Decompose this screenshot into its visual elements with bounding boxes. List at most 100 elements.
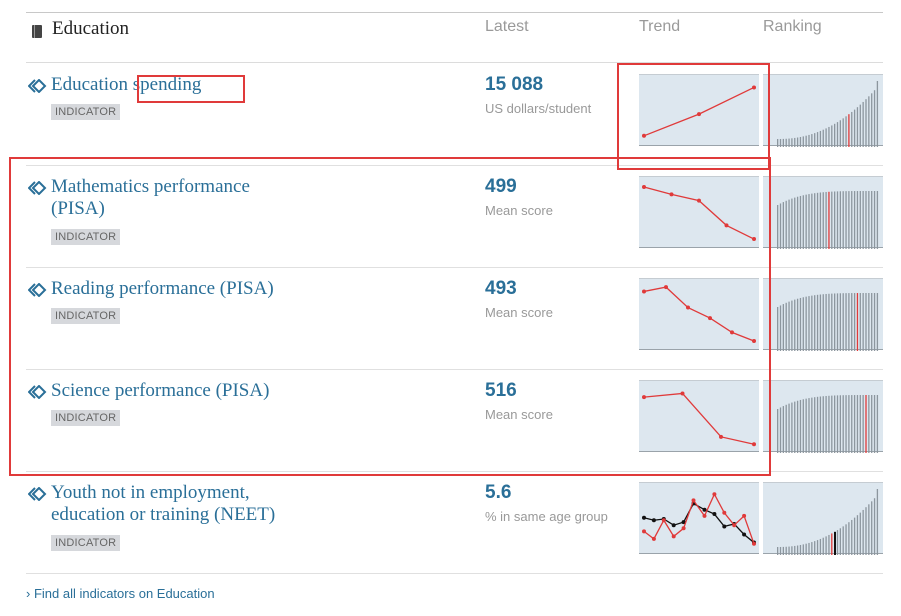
ranking-bar <box>836 191 839 249</box>
indicator-title-line: Reading performance (PISA) <box>51 278 274 299</box>
ranking-bar <box>851 519 853 555</box>
ranking-bar <box>814 133 816 147</box>
ranking-bar <box>848 522 850 555</box>
indicator-title-link[interactable]: Reading performance (PISA) <box>51 278 311 300</box>
trend-chart[interactable] <box>639 278 759 350</box>
ranking-bar <box>805 398 807 453</box>
ranking-bar <box>845 293 847 351</box>
trend-point <box>752 85 756 90</box>
ranking-bar <box>811 134 813 147</box>
ranking-bar <box>845 395 847 453</box>
ranking-bar <box>799 544 802 555</box>
trend-point <box>664 285 668 290</box>
ranking-bar <box>853 395 856 453</box>
trend-chart[interactable] <box>639 176 759 248</box>
latest-unit: Mean score <box>485 305 553 320</box>
latest-value: 5.6 <box>485 482 512 503</box>
ranking-bar <box>805 543 807 555</box>
ranking-bar <box>779 203 782 249</box>
ranking-bar <box>848 395 850 453</box>
column-latest: Latest <box>485 18 529 35</box>
ranking-chart[interactable] <box>763 74 883 147</box>
ranking-bar <box>876 395 879 453</box>
ranking-bar <box>796 137 799 147</box>
ranking-chart[interactable] <box>763 380 883 453</box>
ranking-chart[interactable] <box>763 176 883 249</box>
ranking-svg <box>777 293 879 351</box>
ranking-bar <box>853 293 856 351</box>
ranking-bar <box>794 197 796 249</box>
indicator-row: Science performance (PISA) INDICATOR 516 Me… <box>26 369 883 471</box>
ranking-bar <box>791 546 793 555</box>
trend-point <box>697 112 701 117</box>
ranking-bar <box>825 128 827 147</box>
ranking-bar <box>796 298 799 351</box>
ranking-bar <box>828 534 830 555</box>
ranking-bar <box>845 191 847 249</box>
ranking-bar <box>779 305 782 351</box>
trend-point <box>702 513 707 518</box>
ranking-bar <box>802 136 804 147</box>
find-all-indicators-link[interactable]: › Find all indicators on Education <box>26 586 215 601</box>
indicator-row: Reading performance (PISA) INDICATOR 493 Me… <box>26 267 883 369</box>
ranking-bar <box>873 498 876 555</box>
ranking-bar <box>814 193 816 249</box>
trend-secondary-point <box>642 515 646 520</box>
ranking-bar <box>836 122 839 147</box>
ranking-bar <box>788 403 790 453</box>
indicator-title-link[interactable]: Youth not in employment, education or tra… <box>51 482 311 526</box>
indicator-title-link[interactable]: Education spending <box>51 74 311 96</box>
ranking-bar <box>873 395 876 453</box>
indicator-title-link[interactable]: Science performance (PISA) <box>51 380 311 402</box>
ranking-bar <box>825 395 827 453</box>
ranking-bar <box>848 191 850 249</box>
ranking-bar <box>871 293 873 351</box>
ranking-bar <box>811 542 813 555</box>
ranking-bar <box>859 293 861 351</box>
trend-chart[interactable] <box>639 482 759 554</box>
ranking-bar <box>785 302 787 351</box>
trend-point <box>752 339 756 344</box>
ranking-chart[interactable] <box>763 482 883 555</box>
trend-point <box>732 523 737 528</box>
indicator-row: Youth not in employment, education or tra… <box>26 471 883 573</box>
trend-chart[interactable] <box>639 380 759 452</box>
ranking-bar <box>834 531 836 555</box>
trend-secondary-point <box>722 524 727 529</box>
ranking-bar <box>814 295 816 351</box>
chevron-diamond-icon <box>27 78 48 94</box>
ranking-bar <box>796 196 799 249</box>
ranking-bar <box>845 524 847 555</box>
ranking-bar <box>876 489 879 555</box>
ranking-bar <box>814 541 816 555</box>
ranking-bar <box>782 406 784 453</box>
ranking-bar <box>794 545 796 555</box>
ranking-bar <box>834 123 836 147</box>
latest-unit: Mean score <box>485 203 553 218</box>
ranking-bar <box>868 395 870 453</box>
ranking-bar <box>782 138 784 147</box>
row-divider <box>26 369 883 370</box>
ranking-bar <box>865 507 867 555</box>
ranking-bar <box>851 111 853 147</box>
ranking-bar <box>871 93 873 147</box>
column-trend: Trend <box>639 18 681 35</box>
ranking-bar <box>859 191 861 249</box>
book-icon <box>32 25 42 38</box>
ranking-bar <box>839 191 841 249</box>
ranking-bar <box>842 526 844 555</box>
ranking-bar-highlight <box>848 114 850 147</box>
ranking-bar <box>819 294 822 351</box>
ranking-bar <box>822 537 824 555</box>
indicator-title-link[interactable]: Mathematics performance (PISA) <box>51 176 311 220</box>
ranking-chart[interactable] <box>763 278 883 351</box>
trend-chart[interactable] <box>639 74 759 146</box>
ranking-bar <box>791 402 793 453</box>
latest-value: 499 <box>485 176 517 197</box>
ranking-bar <box>779 546 782 555</box>
ranking-bar <box>791 138 793 147</box>
latest-unit: US dollars/student <box>485 101 592 116</box>
indicator-title-line: (PISA) <box>51 198 105 219</box>
trend-point <box>712 492 717 497</box>
ranking-bar <box>871 395 873 453</box>
